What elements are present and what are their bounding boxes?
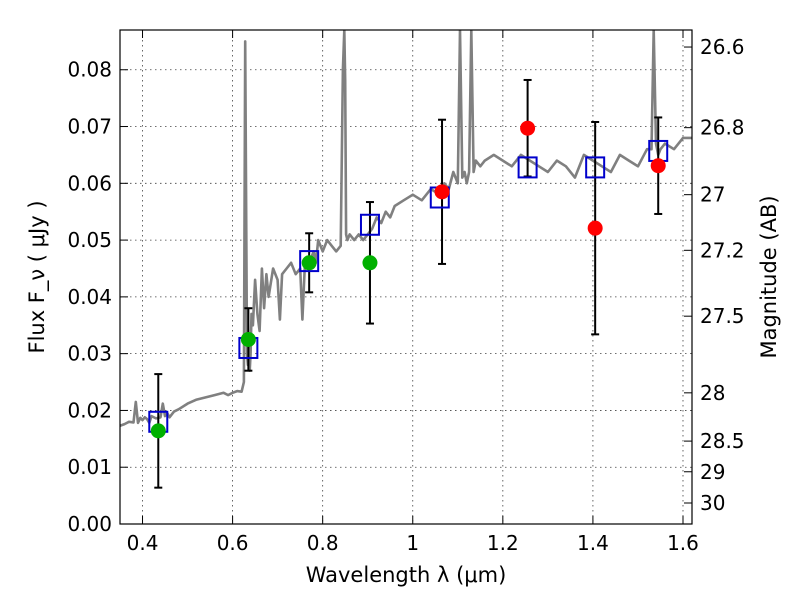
observed-point: [520, 120, 536, 136]
y-tick-label: 0.05: [67, 228, 112, 252]
mag-tick-label: 27: [700, 183, 725, 207]
mag-tick-label: 28: [700, 381, 725, 405]
y-tick-label: 0.00: [67, 512, 112, 536]
plot-area: [120, 30, 692, 489]
mag-tick-label: 28.5: [700, 429, 745, 453]
observed-point: [587, 220, 603, 236]
y2-axis-label: Magnitude (AB): [757, 195, 781, 358]
mag-tick-label: 27.5: [700, 304, 745, 328]
mag-tick-label: 26.8: [700, 116, 745, 140]
x-tick-label: 1.6: [667, 531, 699, 555]
observed-point: [240, 331, 256, 347]
x-tick-label: 1.4: [577, 531, 609, 555]
x-tick-label: 0.8: [307, 531, 339, 555]
plot-frame: [119, 29, 693, 525]
x-tick-label: 0.4: [127, 531, 159, 555]
x-tick-label: 1: [406, 531, 419, 555]
mag-tick-label: 29: [700, 460, 725, 484]
x-tick-label: 0.6: [217, 531, 249, 555]
y-tick-label: 0.06: [67, 171, 112, 195]
observed-point: [301, 255, 317, 271]
observed-point: [650, 158, 666, 174]
observed-point: [362, 255, 378, 271]
x-tick-label: 1.2: [487, 531, 519, 555]
model-box-marker: [585, 156, 606, 179]
y-tick-label: 0.02: [67, 398, 112, 422]
model-box-marker: [517, 156, 538, 179]
axes: 0.4 0.6 0.8 1 1.2 1.4 1.6 0.00 0.01 0.02 0.03 0.04 0…: [67, 30, 745, 555]
model-spectrum-line: [120, 30, 692, 428]
y-tick-label: 0.08: [67, 58, 112, 82]
y-tick-label: 0.01: [67, 455, 112, 479]
y-tick-label: 0.04: [67, 285, 112, 309]
y-axis-label: Flux F_ν ( μJy ): [25, 200, 50, 353]
y-tick-label: 0.07: [67, 115, 112, 139]
mag-tick-label: 26.6: [700, 35, 745, 59]
y-tick-label: 0.03: [67, 342, 112, 366]
observed-point: [434, 184, 450, 200]
mag-tick-label: 27.2: [700, 238, 745, 262]
observed-point: [150, 423, 166, 439]
grid: [120, 30, 692, 525]
model-box-marker: [299, 250, 320, 273]
x-axis-label: Wavelength λ (μm): [306, 563, 507, 587]
model-box-marker: [359, 213, 380, 236]
mag-tick-label: 30: [700, 491, 725, 515]
